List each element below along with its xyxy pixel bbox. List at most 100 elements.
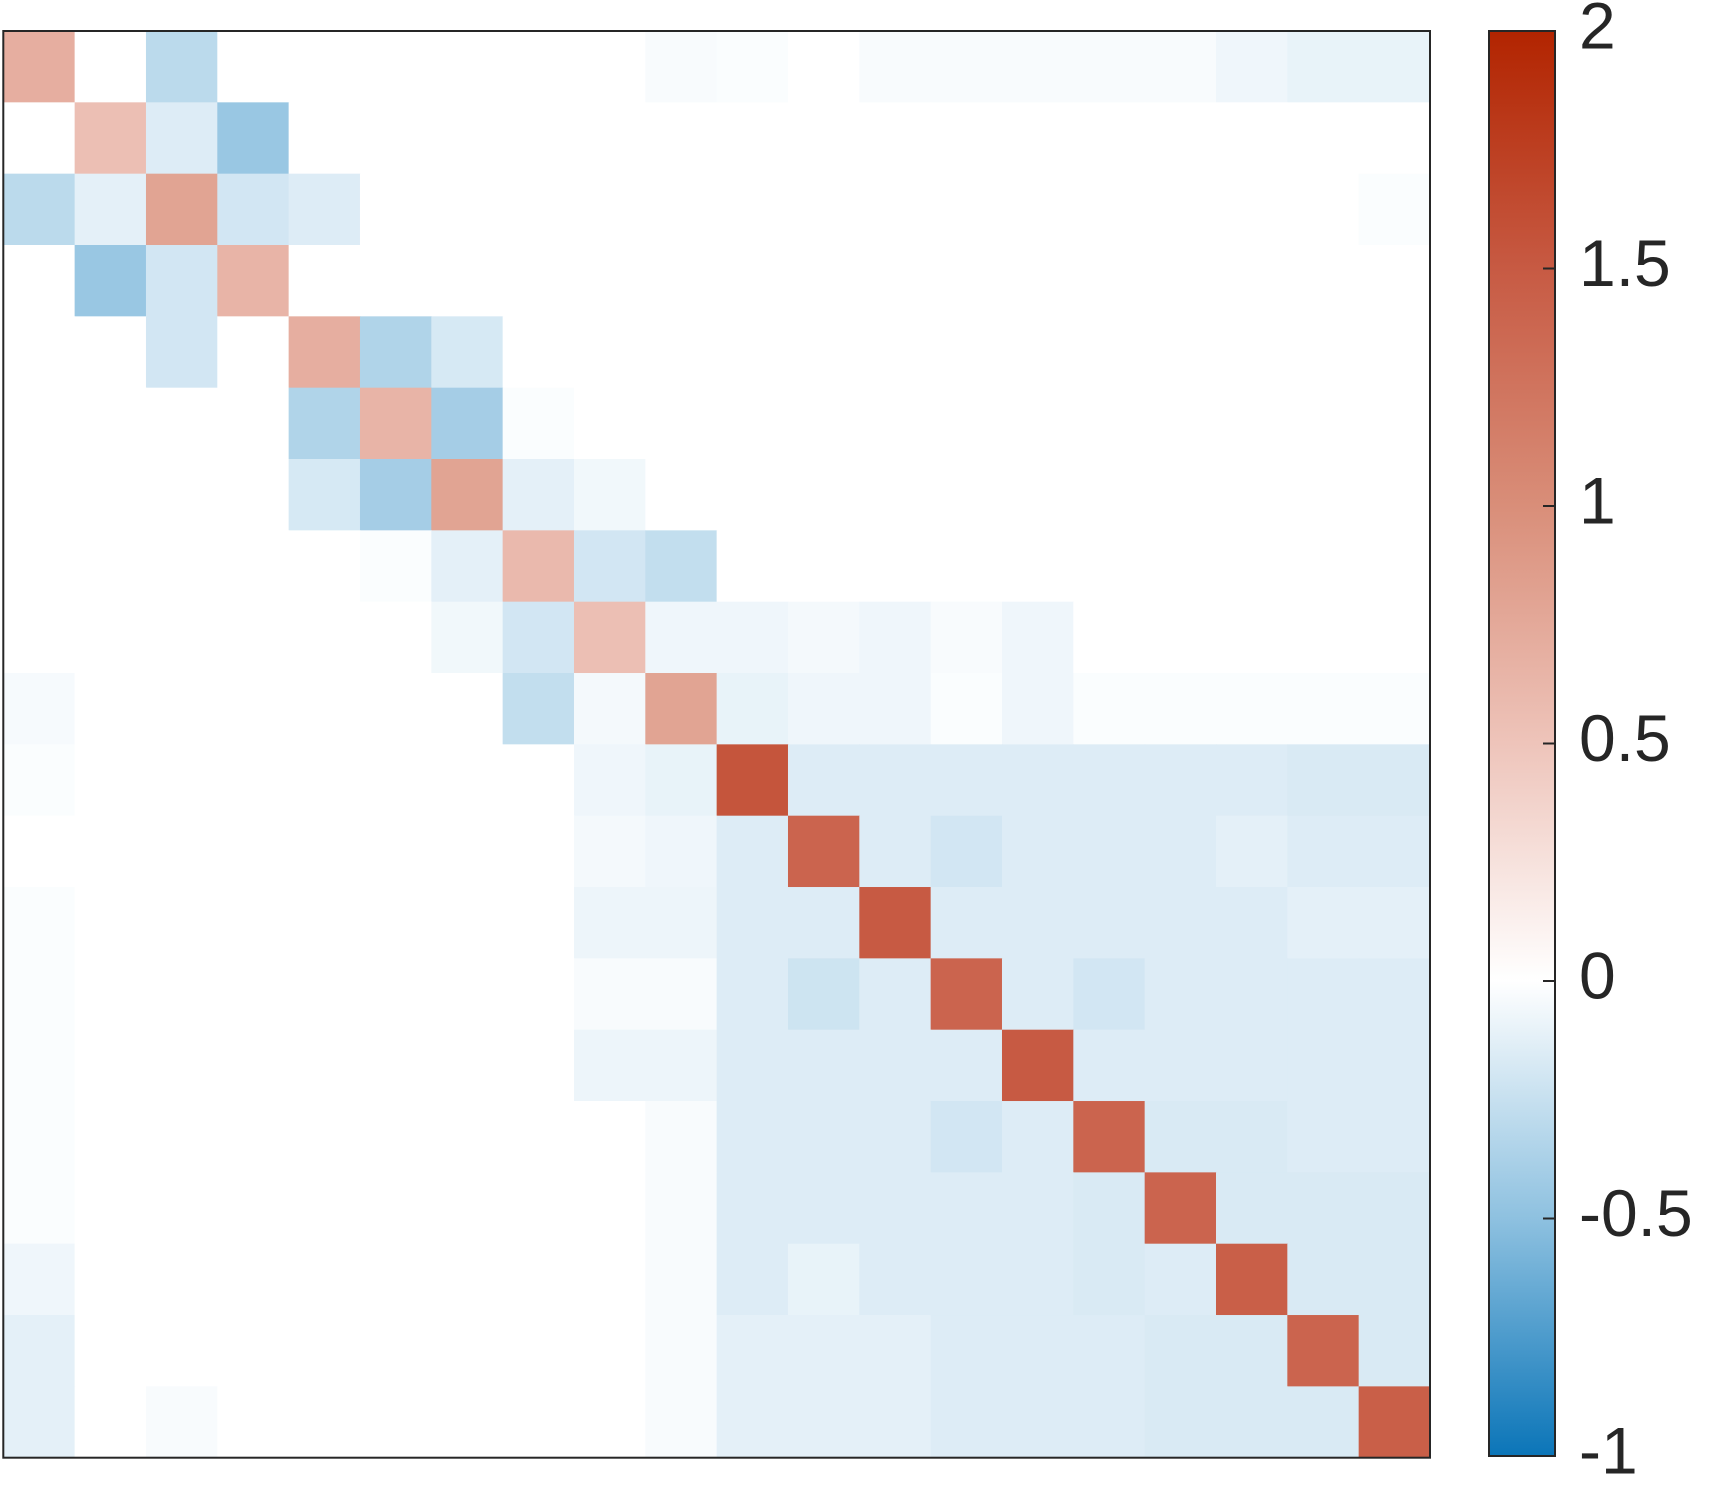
heatmap-cell	[573, 530, 646, 603]
heatmap-cell	[930, 1172, 1003, 1245]
heatmap-cell	[716, 1029, 789, 1102]
heatmap-cell	[1215, 31, 1288, 103]
heatmap-cell	[3, 31, 76, 103]
heatmap-cell	[1144, 601, 1217, 674]
heatmap-cell	[1287, 815, 1360, 888]
heatmap-cell	[217, 673, 290, 745]
heatmap-cell	[1287, 31, 1360, 103]
heatmap-cell	[359, 958, 432, 1031]
heatmap-cell	[645, 1243, 718, 1316]
heatmap-cell	[1358, 530, 1431, 603]
heatmap-cell	[787, 459, 860, 531]
heatmap-cell	[859, 173, 932, 246]
heatmap-cell	[1358, 744, 1431, 817]
heatmap-cell	[716, 1243, 789, 1316]
heatmap-cell	[74, 673, 147, 745]
heatmap-cell	[74, 173, 147, 246]
heatmap-cell	[573, 1386, 646, 1459]
heatmap-cell	[359, 601, 432, 674]
heatmap-cell	[930, 1101, 1003, 1173]
heatmap-cell	[645, 316, 718, 389]
heatmap-cell	[502, 815, 575, 888]
heatmap-cell	[1073, 1315, 1146, 1387]
heatmap-cell	[145, 31, 218, 103]
heatmap-cell	[1215, 815, 1288, 888]
colorbar-tick-label: 0.5	[1579, 701, 1671, 775]
heatmap-cell	[645, 1315, 718, 1387]
heatmap-cell	[716, 173, 789, 246]
heatmap-cell	[1073, 1029, 1146, 1102]
heatmap-cell	[930, 102, 1003, 175]
heatmap-cell	[1215, 102, 1288, 175]
heatmap-cell	[288, 958, 361, 1031]
heatmap-cell	[1073, 102, 1146, 175]
heatmap-cell	[1287, 530, 1360, 603]
heatmap-cell	[1215, 887, 1288, 959]
heatmap-cell	[1287, 1029, 1360, 1102]
heatmap-cell	[145, 1315, 218, 1387]
heatmap-cell	[930, 744, 1003, 817]
heatmap-cell	[787, 744, 860, 817]
heatmap-cell	[74, 459, 147, 531]
heatmap-cell	[145, 316, 218, 389]
heatmap-cell	[645, 245, 718, 317]
heatmap-cell	[502, 173, 575, 246]
heatmap-cell	[859, 673, 932, 745]
heatmap-cell	[573, 815, 646, 888]
heatmap-cell	[787, 316, 860, 389]
heatmap-cell	[431, 958, 504, 1031]
heatmap-cell	[930, 316, 1003, 389]
heatmap-cell	[1073, 1243, 1146, 1316]
heatmap-cell	[145, 1172, 218, 1245]
heatmap-cell	[1215, 173, 1288, 246]
heatmap-cell	[573, 387, 646, 460]
heatmap-cell	[217, 387, 290, 460]
heatmap-cell	[573, 958, 646, 1031]
heatmap-cell	[1144, 459, 1217, 531]
heatmap-cell	[787, 1101, 860, 1173]
heatmap-cell	[288, 1101, 361, 1173]
heatmap-cell	[431, 1386, 504, 1459]
heatmap-cell	[716, 530, 789, 603]
heatmap-cell	[930, 1315, 1003, 1387]
heatmap-cell	[3, 387, 76, 460]
heatmap-cell	[74, 1243, 147, 1316]
heatmap-cell	[1215, 673, 1288, 745]
heatmap-cell	[1287, 173, 1360, 246]
heatmap-cell	[74, 31, 147, 103]
heatmap-cell	[859, 459, 932, 531]
heatmap-cell	[217, 1386, 290, 1459]
heatmap-cell	[502, 1029, 575, 1102]
plot-frame	[2, 30, 1431, 1459]
heatmap-cell	[787, 31, 860, 103]
heatmap-cell	[359, 530, 432, 603]
heatmap-cell	[431, 245, 504, 317]
heatmap-cell	[1001, 245, 1074, 317]
heatmap-cell	[1073, 815, 1146, 888]
heatmap-cell	[288, 815, 361, 888]
heatmap-cell	[502, 316, 575, 389]
heatmap-cell	[3, 1029, 76, 1102]
heatmap-cell	[1358, 31, 1431, 103]
heatmap-cell	[1287, 1315, 1360, 1387]
heatmap-cell	[288, 1243, 361, 1316]
heatmap-cell	[1144, 102, 1217, 175]
heatmap-cell	[288, 31, 361, 103]
heatmap-cell	[359, 744, 432, 817]
heatmap-cell	[1144, 387, 1217, 460]
heatmap-cell	[645, 1172, 718, 1245]
heatmap-cell	[502, 102, 575, 175]
heatmap-cell	[573, 173, 646, 246]
heatmap-cell	[716, 1172, 789, 1245]
heatmap-cell	[3, 459, 76, 531]
heatmap-cell	[74, 815, 147, 888]
heatmap-cell	[217, 173, 290, 246]
heatmap-cell	[1144, 1029, 1217, 1102]
heatmap-cell	[359, 173, 432, 246]
heatmap-cell	[1144, 887, 1217, 959]
heatmap-cell	[359, 815, 432, 888]
heatmap-cell	[1358, 102, 1431, 175]
heatmap-cell	[859, 744, 932, 817]
heatmap-cell	[359, 1101, 432, 1173]
heatmap-cell	[930, 530, 1003, 603]
